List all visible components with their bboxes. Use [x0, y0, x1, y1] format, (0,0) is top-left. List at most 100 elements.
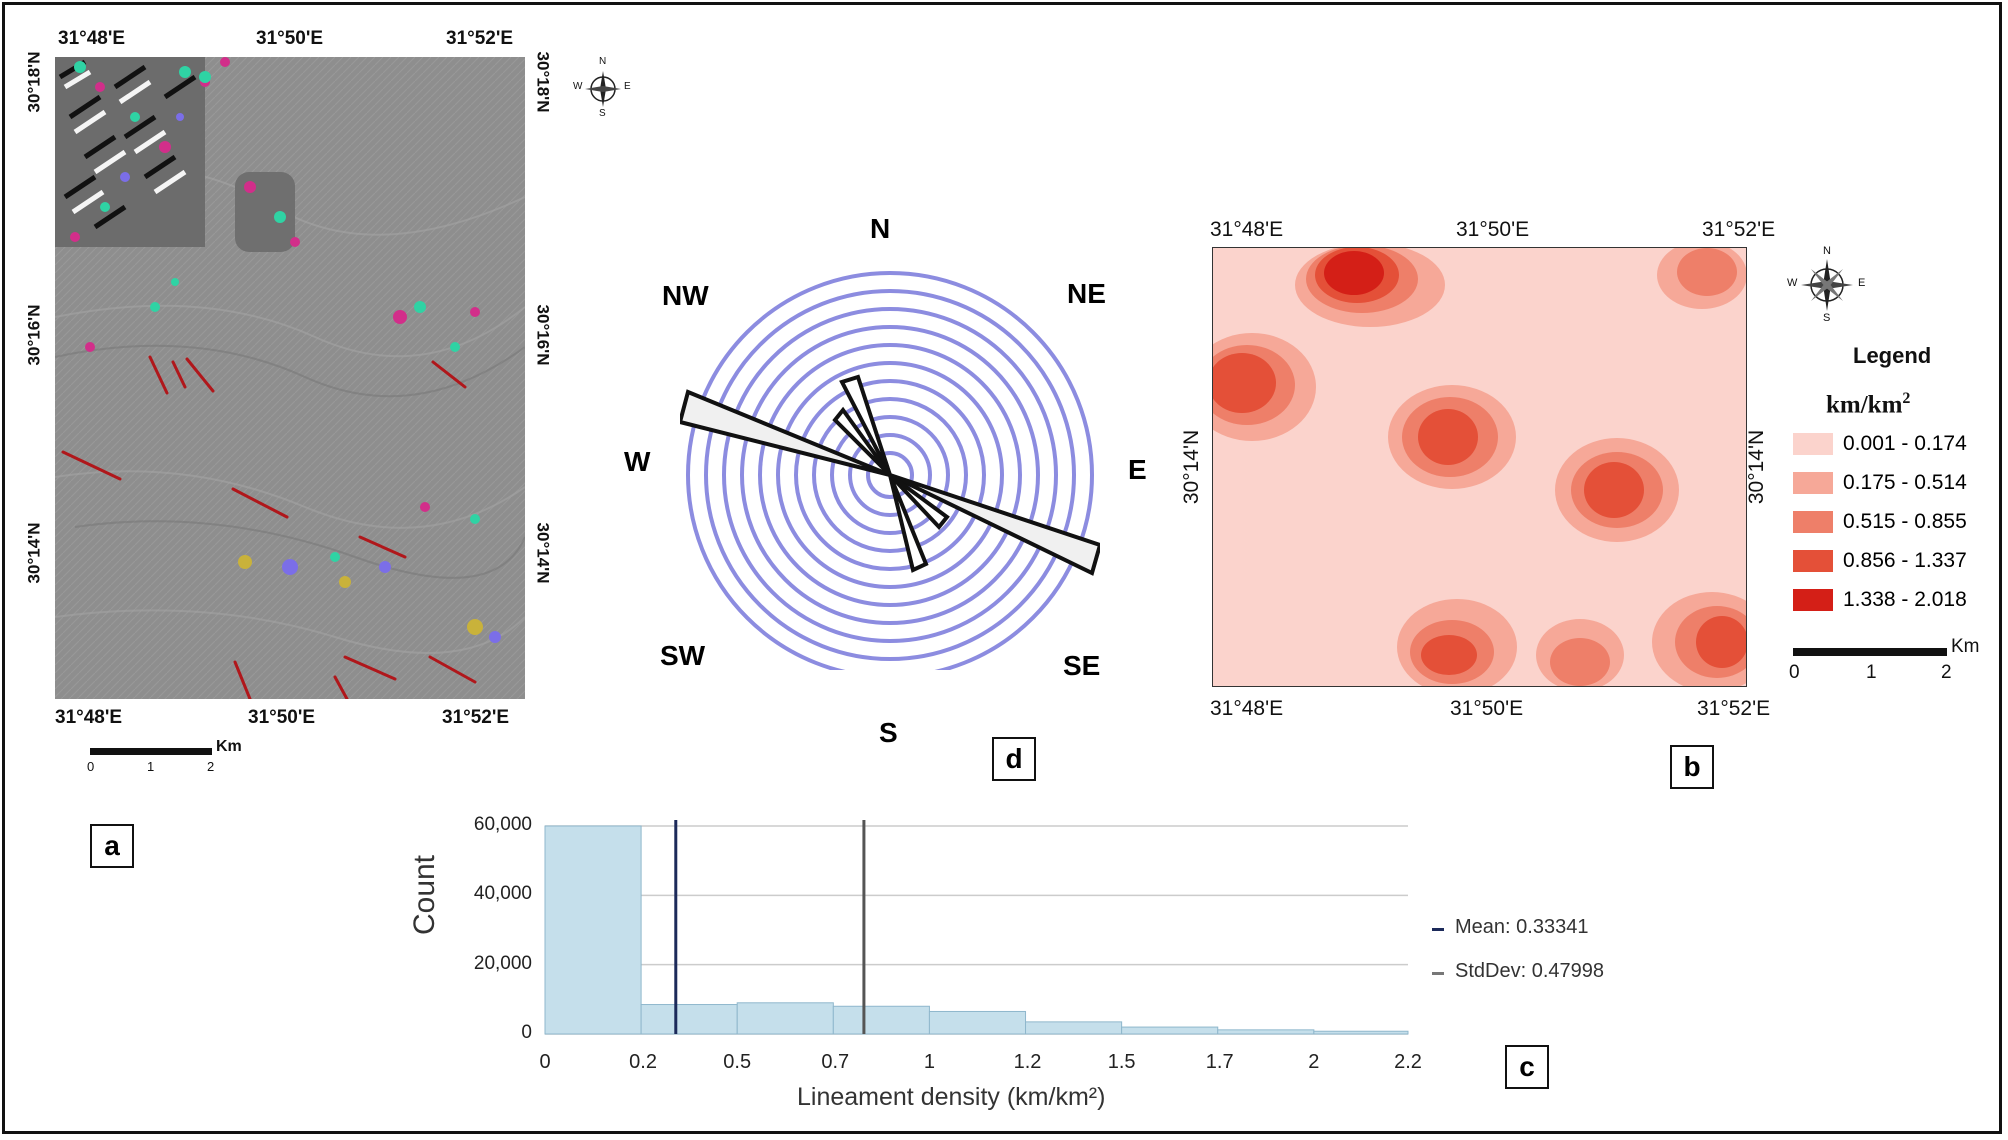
hist-bar: [544, 825, 642, 1035]
y-tick-label: 0: [521, 1022, 532, 1043]
a-left-lat-2: 30°16'N: [24, 304, 44, 366]
x-tick-label: 0.7: [821, 1051, 849, 1073]
panel-label-a: a: [90, 824, 134, 868]
rose-n: N: [870, 213, 891, 244]
rose-w: W: [624, 446, 651, 477]
rose-s: S: [879, 717, 898, 748]
hist-bar: [1025, 1021, 1123, 1035]
mean-legend-line: [1432, 928, 1444, 931]
rose-se: SE: [1063, 650, 1101, 681]
rose-ne: NE: [1067, 278, 1106, 309]
hist-bar: [736, 1002, 834, 1035]
legend-unit-sup: 2: [1902, 390, 1911, 407]
hillshade-map: [55, 57, 525, 699]
b-north-n: N: [1823, 245, 1831, 257]
legend-label: 0.001 - 0.174: [1843, 432, 1967, 455]
b-bottom-lon-1: 31°48'E: [1210, 697, 1284, 720]
a-north-e: E: [624, 81, 631, 92]
hist-bar: [832, 1005, 930, 1035]
a-right-lat-3: 30°14'N: [533, 522, 553, 584]
legend-label: 0.856 - 1.337: [1843, 549, 1967, 572]
density-hotspots: [1212, 247, 1747, 687]
a-north-w: W: [573, 81, 583, 92]
petal-nw: [832, 406, 892, 477]
hist-ylabel: Count: [408, 854, 442, 936]
legend-swatch: [1793, 589, 1833, 611]
a-scalebar-bar: [90, 748, 212, 755]
panel-label-b: b: [1670, 745, 1714, 789]
a-scalebar-2: 2: [207, 759, 215, 774]
hist-bar: [640, 1004, 738, 1035]
legend-item: 0.856 - 1.337: [1793, 549, 1967, 573]
a-north-n: N: [599, 56, 607, 67]
legend-label: 1.338 - 2.018: [1843, 588, 1967, 611]
b-right-lat: 30°14'N: [1745, 429, 1769, 505]
y-tick-label: 60,000: [473, 814, 532, 835]
legend-unit-text: km/km: [1826, 391, 1903, 419]
y-tick-label: 20,000: [473, 952, 532, 974]
legend-item: 1.338 - 2.018: [1793, 588, 1967, 612]
rose-rings: [686, 271, 1094, 670]
b-scalebar-2: 2: [1941, 662, 1952, 683]
rose-sw: SW: [660, 640, 706, 671]
histogram: 0 0.2 0.5 0.7 1 1.2 1.5 1.7 2 2.2: [540, 820, 1422, 1073]
b-left-lat: 30°14'N: [1180, 429, 1204, 505]
a-right-lat-2: 30°16'N: [533, 304, 553, 366]
x-tick-label: 1.5: [1108, 1051, 1136, 1073]
b-top-lon-3: 31°52'E: [1702, 218, 1776, 241]
hist-bar: [1217, 1029, 1315, 1035]
a-bottom-lon-3: 31°52'E: [442, 707, 510, 728]
a-scalebar-0: 0: [87, 759, 95, 774]
x-tick-label: 2: [1308, 1051, 1319, 1073]
x-tick-label: 0: [540, 1051, 551, 1073]
a-top-lon-3: 31°52'E: [446, 28, 514, 49]
legend-title: Legend: [1853, 343, 1932, 368]
x-tick-label: 1.7: [1206, 1051, 1234, 1073]
a-top-lon-2: 31°50'E: [256, 28, 324, 49]
a-left-lat-3: 30°14'N: [24, 522, 44, 584]
legend-swatch: [1793, 433, 1833, 455]
a-north-s: S: [599, 108, 606, 119]
legend-swatch: [1793, 472, 1833, 494]
a-bottom-lon-1: 31°48'E: [55, 707, 123, 728]
panel-label-d: d: [992, 737, 1036, 781]
rose-e: E: [1128, 454, 1147, 485]
b-north-w: W: [1787, 277, 1798, 289]
a-left-lat-1: 30°18'N: [24, 51, 44, 113]
legend-unit: km/km2: [1826, 390, 1910, 419]
panel-label-c: c: [1505, 1045, 1549, 1089]
x-tick-label: 0.2: [629, 1051, 657, 1073]
std-legend-line: [1432, 972, 1444, 975]
legend-item: 0.175 - 0.514: [1793, 471, 1967, 495]
a-right-lat-1: 30°18'N: [533, 51, 553, 113]
b-top-lon-2: 31°50'E: [1456, 218, 1530, 241]
a-top-lon-1: 31°48'E: [58, 28, 126, 49]
a-scalebar-unit: Km: [216, 738, 242, 755]
hist-xlabel: Lineament density (km/km²): [797, 1083, 1106, 1111]
std-legend-label: StdDev: 0.47998: [1455, 960, 1604, 982]
b-north-s: S: [1823, 312, 1831, 324]
b-north-e: E: [1858, 277, 1866, 289]
legend-item: 0.001 - 0.174: [1793, 432, 1967, 456]
legend-label: 0.175 - 0.514: [1843, 471, 1967, 494]
b-top-lon-1: 31°48'E: [1210, 218, 1284, 241]
petal-ese: [889, 473, 1100, 576]
y-tick-label: 40,000: [473, 883, 532, 905]
rose-diagram: [680, 271, 1100, 670]
mean-legend-label: Mean: 0.33341: [1455, 916, 1589, 938]
a-bottom-lon-2: 31°50'E: [248, 707, 316, 728]
a-north-arrow-icon: N S E W: [570, 56, 636, 125]
x-tick-label: 1: [924, 1051, 935, 1073]
petal-sse: [888, 474, 929, 573]
b-bottom-lon-3: 31°52'E: [1697, 697, 1771, 720]
hist-bar: [1313, 1030, 1409, 1035]
petal-wnw: [680, 389, 891, 477]
hist-bar: [928, 1010, 1027, 1035]
b-north-arrow-icon: N S E W: [1785, 245, 1869, 330]
rose-nw: NW: [662, 280, 709, 311]
x-tick-label: 0.5: [723, 1051, 751, 1073]
rose-petals: [680, 374, 1100, 576]
b-scalebar-unit: Km: [1951, 636, 1980, 657]
hist-bar: [1121, 1026, 1219, 1035]
